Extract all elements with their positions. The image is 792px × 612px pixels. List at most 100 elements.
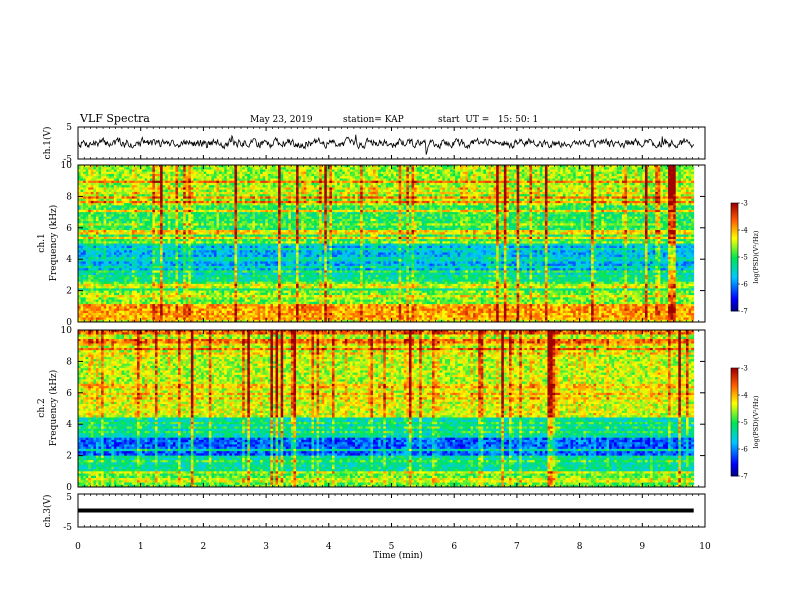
heatmap-cell	[93, 255, 96, 258]
heatmap-cell	[81, 230, 84, 233]
heatmap-cell	[91, 192, 94, 195]
heatmap-cell	[96, 223, 99, 226]
heatmap-cell	[96, 214, 99, 217]
heatmap-cell	[91, 176, 94, 179]
heatmap-cell	[86, 318, 89, 321]
heatmap-cell	[109, 214, 112, 217]
heatmap-cell	[104, 246, 107, 249]
heatmap-cell	[83, 167, 86, 170]
heatmap-cell	[86, 302, 89, 305]
heatmap-cell	[116, 167, 119, 170]
heatmap-cell	[101, 286, 104, 289]
heatmap-cell	[122, 277, 125, 280]
heatmap-cell	[111, 255, 114, 258]
heatmap-cell	[119, 183, 122, 186]
heatmap-cell	[119, 255, 122, 258]
heatmap-cell	[106, 293, 109, 296]
heatmap-cell	[93, 277, 96, 280]
heatmap-cell	[106, 239, 109, 242]
heatmap-cell	[114, 261, 117, 264]
heatmap-cell	[119, 199, 122, 202]
heatmap-cell	[106, 208, 109, 211]
heatmap-cell	[114, 293, 117, 296]
heatmap-cell	[119, 270, 122, 273]
heatmap-cell	[96, 176, 99, 179]
heatmap-cell	[109, 293, 112, 296]
vlf-spectra-figure: VLF Spectra May 23, 2019 station= KAP st…	[0, 0, 792, 612]
heatmap-cell	[99, 246, 102, 249]
heatmap-cell	[104, 183, 107, 186]
heatmap-cell	[86, 230, 89, 233]
heatmap-cell	[111, 277, 114, 280]
heatmap-cell	[119, 214, 122, 217]
heatmap-cell	[81, 270, 84, 273]
heatmap-cell	[96, 199, 99, 202]
heatmap-cell	[96, 192, 99, 195]
heatmap-cell	[104, 192, 107, 195]
heatmap-cell	[88, 167, 91, 170]
figure-title: VLF Spectra	[79, 112, 150, 125]
heatmap-cell	[93, 239, 96, 242]
heatmap-cell	[83, 199, 86, 202]
heatmap-cell	[119, 230, 122, 233]
ch1-ytick-top: 5	[66, 123, 72, 133]
heatmap-cell	[111, 230, 114, 233]
heatmap-cell	[88, 176, 91, 179]
heatmap-cell	[83, 176, 86, 179]
ch1-voltage-panel: 5 -5 ch.1(V)	[42, 123, 705, 165]
heatmap-cell	[81, 192, 84, 195]
heatmap-cell	[99, 302, 102, 305]
heatmap-cell	[101, 246, 104, 249]
heatmap-cell	[86, 192, 89, 195]
heatmap-cell	[93, 230, 96, 233]
heatmap-cell	[83, 183, 86, 186]
station-label: station= KAP	[343, 115, 404, 125]
heatmap-cell	[91, 293, 94, 296]
heatmap-cell	[114, 176, 117, 179]
heatmap-cell	[88, 309, 91, 312]
heatmap-cell	[86, 246, 89, 249]
heatmap-cell	[109, 192, 112, 195]
heatmap-cell	[99, 208, 102, 211]
heatmap-cell	[104, 230, 107, 233]
heatmap-cell	[119, 239, 122, 242]
heatmap-cell	[114, 286, 117, 289]
heatmap-cell	[104, 318, 107, 321]
heatmap-cell	[109, 176, 112, 179]
heatmap-cell	[106, 318, 109, 321]
heatmap-cell	[93, 223, 96, 226]
heatmap-cell	[111, 302, 114, 305]
heatmap-cell	[116, 183, 119, 186]
heatmap-cell	[93, 246, 96, 249]
heatmap-cell	[106, 230, 109, 233]
heatmap-cell	[119, 318, 122, 321]
heatmap-cell	[91, 318, 94, 321]
heatmap-cell	[91, 183, 94, 186]
heatmap-cell	[99, 192, 102, 195]
heatmap-cell	[101, 293, 104, 296]
heatmap-cell	[111, 223, 114, 226]
heatmap-cell	[93, 318, 96, 321]
heatmap-cell	[99, 318, 102, 321]
heatmap-cell	[99, 199, 102, 202]
heatmap-cell	[111, 176, 114, 179]
heatmap-cell	[93, 309, 96, 312]
heatmap-cell	[88, 277, 91, 280]
heatmap-cell	[104, 199, 107, 202]
heatmap-cell	[106, 199, 109, 202]
heatmap-cell	[88, 286, 91, 289]
heatmap-cell	[91, 214, 94, 217]
heatmap-cell	[111, 167, 114, 170]
heatmap-cell	[106, 167, 109, 170]
heatmap-cell	[101, 208, 104, 211]
heatmap-cell	[83, 309, 86, 312]
heatmap-cell	[114, 255, 117, 258]
heatmap-cell	[86, 199, 89, 202]
recording-date: May 23, 2019	[250, 115, 313, 125]
heatmap-cell	[111, 261, 114, 264]
heatmap-cell	[119, 286, 122, 289]
heatmap-cell	[91, 302, 94, 305]
heatmap-cell	[101, 230, 104, 233]
heatmap-cell	[119, 246, 122, 249]
heatmap-cell	[81, 261, 84, 264]
